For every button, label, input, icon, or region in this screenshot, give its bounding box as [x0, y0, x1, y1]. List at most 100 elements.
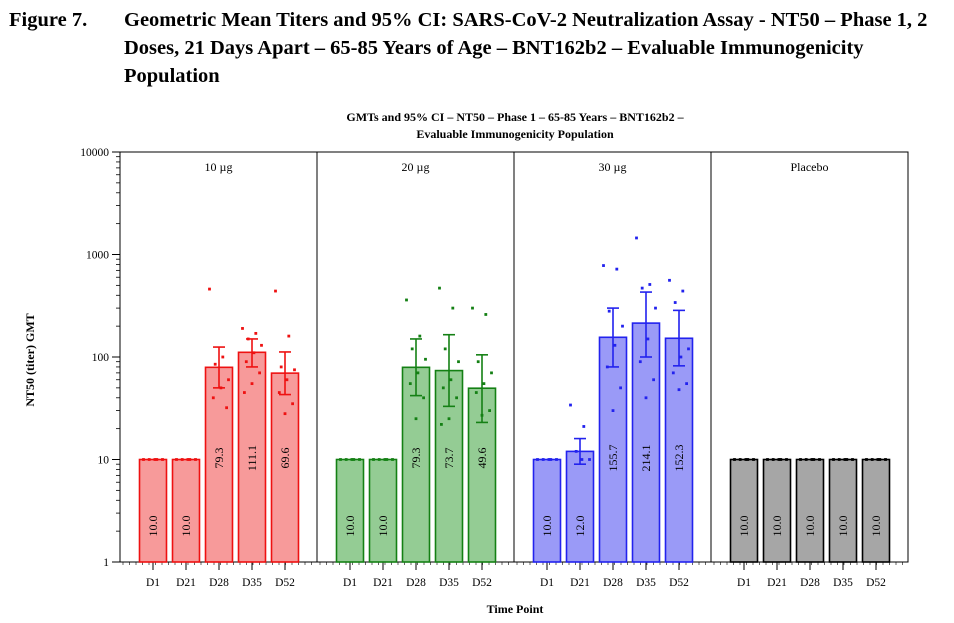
data-point — [414, 417, 418, 421]
data-point — [285, 378, 289, 382]
data-point — [555, 458, 558, 461]
data-point — [613, 343, 617, 347]
y-tick-label: 100 — [92, 352, 110, 364]
x-tick-label: D35 — [833, 577, 853, 589]
data-point — [843, 458, 847, 461]
data-point — [279, 365, 283, 369]
bar — [762, 458, 792, 563]
data-point — [482, 382, 486, 386]
data-point — [391, 458, 394, 461]
data-point — [738, 458, 742, 461]
bar-value-label: 10.0 — [540, 516, 554, 537]
data-point — [188, 458, 192, 461]
data-point — [213, 362, 217, 366]
bar-value-label: 79.3 — [212, 448, 226, 469]
data-point — [673, 301, 677, 304]
y-tick-label: 1000 — [86, 250, 109, 262]
data-point — [640, 286, 644, 290]
data-point — [588, 458, 591, 461]
data-point — [547, 458, 551, 461]
bar — [237, 351, 267, 563]
data-point — [746, 458, 750, 461]
x-tick-label: D52 — [669, 577, 689, 589]
data-point — [652, 378, 655, 382]
data-point — [484, 313, 488, 316]
data-point — [569, 403, 572, 407]
data-point — [219, 386, 223, 390]
bar — [828, 458, 858, 563]
data-point — [293, 368, 296, 372]
bar — [204, 366, 234, 563]
x-tick-label: D21 — [767, 577, 787, 589]
data-point — [818, 458, 821, 461]
data-point — [416, 371, 420, 375]
x-tick-label: D1 — [343, 577, 357, 589]
bar — [138, 458, 168, 563]
y-tick-label: 10 — [98, 455, 110, 467]
data-point — [175, 458, 178, 461]
bar — [729, 458, 759, 563]
data-point — [549, 458, 553, 461]
data-point — [870, 458, 874, 461]
data-point — [681, 289, 685, 293]
data-point — [884, 458, 887, 461]
data-point — [785, 458, 788, 461]
data-point — [832, 458, 835, 461]
data-point — [358, 458, 361, 461]
data-point — [851, 458, 854, 461]
data-point — [422, 396, 425, 400]
data-point — [777, 458, 781, 461]
x-tick-label: D21 — [570, 577, 590, 589]
chart-title-line-1: GMTs and 95% CI – NT50 – Phase 1 – 65-85… — [346, 110, 684, 124]
bar-value-label: 10.0 — [770, 516, 784, 537]
data-point — [372, 458, 375, 461]
x-tick-label: D35 — [242, 577, 262, 589]
data-point — [605, 365, 609, 369]
x-axis-title: Time Point — [487, 602, 544, 616]
bar — [861, 458, 891, 563]
data-point — [344, 458, 348, 461]
data-point — [449, 378, 453, 382]
data-point — [685, 382, 688, 386]
bar — [401, 366, 431, 563]
data-point — [654, 306, 657, 310]
data-point — [443, 347, 447, 351]
data-point — [687, 347, 690, 351]
data-point — [607, 309, 611, 313]
data-point — [804, 458, 808, 461]
x-tick-label: D35 — [636, 577, 656, 589]
data-point — [766, 458, 769, 461]
data-point — [424, 357, 427, 361]
bar-value-label: 49.6 — [475, 448, 489, 469]
data-point — [457, 360, 460, 364]
data-point — [244, 360, 248, 364]
chart-title: GMTs and 95% CI – NT50 – Phase 1 – 65-85… — [346, 110, 684, 141]
bar-value-label: 73.7 — [442, 448, 456, 469]
data-point — [258, 371, 261, 375]
data-point — [405, 298, 408, 302]
data-point — [147, 458, 151, 461]
data-point — [635, 236, 638, 240]
data-point — [646, 337, 650, 341]
x-tick-label: D28 — [800, 577, 820, 589]
data-point — [536, 458, 539, 461]
bar — [532, 458, 562, 563]
data-point — [225, 406, 228, 410]
bar-value-label: 69.6 — [278, 448, 292, 469]
data-point — [250, 382, 254, 386]
x-tick-label: D28 — [603, 577, 623, 589]
data-point — [668, 278, 671, 282]
data-point — [752, 458, 755, 461]
bar — [565, 450, 595, 563]
bar-value-label: 10.0 — [376, 516, 390, 537]
data-point — [287, 334, 291, 338]
bar-value-label: 10.0 — [343, 516, 357, 537]
data-point — [447, 417, 451, 421]
bar-value-label: 152.3 — [672, 445, 686, 472]
data-point — [451, 306, 455, 310]
data-point — [771, 458, 775, 461]
data-point — [648, 283, 652, 286]
x-tick-label: D1 — [146, 577, 160, 589]
data-point — [241, 327, 244, 330]
data-point — [339, 458, 342, 461]
